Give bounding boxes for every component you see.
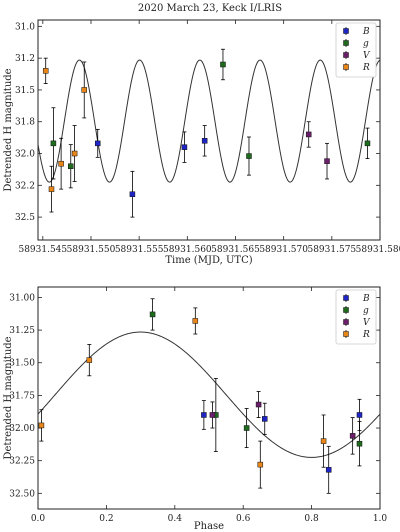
x-tick-label: 0.4 bbox=[168, 514, 183, 524]
data-point-V bbox=[324, 142, 330, 180]
data-point-g bbox=[220, 48, 226, 81]
data-point-g bbox=[246, 136, 252, 176]
data-point-g bbox=[50, 107, 57, 180]
data-point-R bbox=[42, 57, 49, 84]
legend-label: R bbox=[362, 330, 370, 340]
data-point-R bbox=[257, 440, 264, 489]
y-tick-label: 32.0 bbox=[15, 150, 35, 160]
data-point-R bbox=[86, 344, 93, 377]
data-point-R bbox=[48, 165, 55, 213]
data-point-V bbox=[305, 121, 312, 148]
legend-item-V: V bbox=[343, 318, 371, 328]
x-tick-label: 58931.580 bbox=[356, 245, 400, 255]
legend-item-R: R bbox=[343, 330, 370, 340]
legend-box bbox=[335, 22, 377, 78]
y-tick-label: 31.2 bbox=[15, 54, 35, 64]
x-tick-label: 58931.565 bbox=[211, 245, 260, 255]
data-point-g bbox=[68, 144, 74, 189]
legend-label: R bbox=[362, 63, 370, 73]
data-point-B bbox=[325, 445, 332, 494]
legend-label: B bbox=[362, 294, 370, 304]
x-tick-label: 58931.570 bbox=[259, 245, 308, 255]
y-tick-label: 32.5 bbox=[15, 213, 35, 223]
legend-label: V bbox=[363, 318, 371, 328]
model-curve-top bbox=[37, 59, 381, 183]
legend-item-B: B bbox=[343, 294, 370, 304]
data-point-R bbox=[320, 414, 327, 468]
y-tick-label: 32.25 bbox=[9, 457, 35, 467]
x-tick-label: 58931.560 bbox=[163, 245, 212, 255]
y-tick-label: 32.2 bbox=[15, 181, 35, 191]
x-tick-label: 58931.575 bbox=[307, 245, 356, 255]
data-point-g bbox=[149, 298, 156, 331]
legend-label: V bbox=[363, 51, 371, 61]
data-point-R bbox=[192, 307, 199, 335]
data-point-V bbox=[209, 401, 216, 429]
y-tick-label: 31.0 bbox=[15, 22, 35, 32]
chart-bottom: 0.0 0.2 0.4 0.6 0.8 1.0 31.00 31.25 31.50 31.75 32… bbox=[3, 286, 387, 532]
data-point-B bbox=[201, 400, 207, 430]
legend-item-V: V bbox=[343, 51, 371, 61]
plot-frame-bottom bbox=[37, 286, 381, 510]
chart-title-top: 2020 March 23, Keck I/LRIS bbox=[138, 3, 282, 14]
data-point-R bbox=[71, 125, 78, 182]
x-tick-label: 0.8 bbox=[304, 514, 319, 524]
y-tick-label: 31.8 bbox=[15, 118, 35, 128]
data-point-R bbox=[81, 61, 87, 119]
x-tick-label: 58931.555 bbox=[115, 245, 164, 255]
data-point-V bbox=[349, 417, 356, 455]
axis-ticks-bottom: 0.0 0.2 0.4 0.6 0.8 1.0 31.00 31.25 31.50 31.75 32… bbox=[9, 287, 387, 524]
data-point-B bbox=[181, 131, 188, 163]
data-point-R bbox=[58, 137, 64, 190]
data-points-bottom bbox=[38, 298, 363, 494]
legend-item-g: g bbox=[343, 39, 369, 49]
data-point-g bbox=[243, 408, 250, 449]
x-axis-title-top: Time (MJD, UTC) bbox=[165, 255, 252, 266]
x-tick-label: 1.0 bbox=[373, 514, 388, 524]
plot-frame-top bbox=[37, 19, 381, 241]
y-tick-label: 31.50 bbox=[9, 359, 35, 369]
y-axis-title-top: Detrended H magnitude bbox=[3, 68, 14, 191]
legend-label: g bbox=[363, 39, 369, 49]
y-tick-label: 31.25 bbox=[9, 326, 35, 336]
y-tick-label: 31.00 bbox=[9, 293, 35, 303]
data-points-top bbox=[42, 48, 371, 218]
y-tick-label: 32.50 bbox=[9, 489, 35, 499]
axis-ticks-top: 58931.545 58931.550 58931.555 58931.560 5893… bbox=[15, 20, 400, 255]
model-curve-bottom bbox=[37, 331, 381, 458]
data-point-B bbox=[261, 402, 268, 435]
x-axis-title-bottom: Phase bbox=[194, 521, 224, 532]
chart-top: 58931.545 58931.550 58931.555 58931.560 5893… bbox=[3, 19, 400, 266]
legend-box bbox=[335, 289, 377, 345]
legend-item-B: B bbox=[343, 27, 370, 37]
x-tick-label: 58931.550 bbox=[67, 245, 116, 255]
data-point-g bbox=[356, 421, 363, 467]
y-tick-label: 32.00 bbox=[9, 424, 35, 434]
y-tick-label: 31.5 bbox=[15, 86, 35, 96]
x-tick-label: 0.6 bbox=[236, 514, 251, 524]
legend-item-R: R bbox=[343, 63, 370, 73]
x-tick-label: 0.0 bbox=[31, 514, 46, 524]
data-point-V bbox=[255, 391, 262, 418]
data-point-B bbox=[129, 170, 136, 218]
legend-item-g: g bbox=[343, 306, 369, 316]
data-point-g bbox=[364, 127, 371, 160]
legend-label: g bbox=[363, 306, 369, 316]
data-point-B bbox=[94, 128, 101, 158]
y-axis-title-bottom: Detrended H magnitude bbox=[3, 336, 14, 459]
x-tick-label: 0.2 bbox=[99, 514, 113, 524]
data-point-B bbox=[201, 125, 208, 157]
legend-label: B bbox=[362, 27, 370, 37]
x-tick-label: 58931.545 bbox=[18, 245, 67, 255]
y-tick-label: 31.75 bbox=[9, 391, 35, 401]
data-point-R bbox=[38, 409, 45, 442]
